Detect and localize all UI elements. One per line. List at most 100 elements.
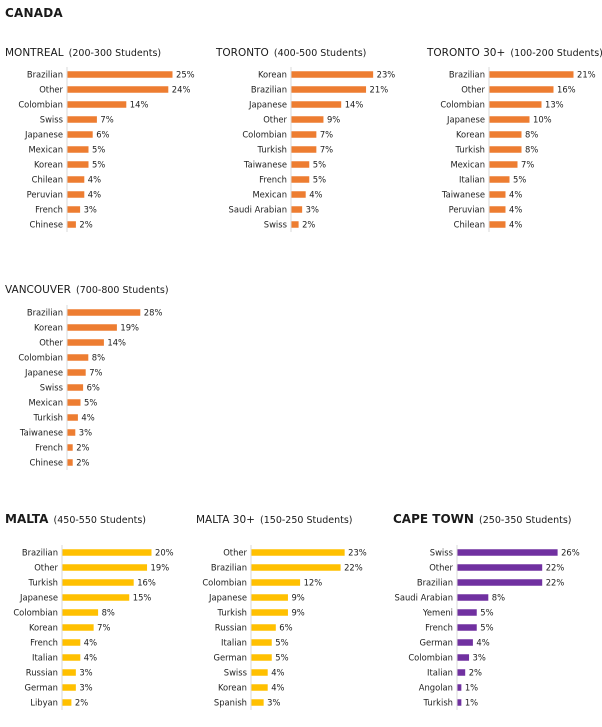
category-label-chinese: Chinese xyxy=(30,458,63,468)
value-label-peruvian: 4% xyxy=(509,205,522,215)
value-label-colombian: 3% xyxy=(473,653,486,663)
value-label-libyan: 2% xyxy=(75,698,88,708)
bar-brazilian xyxy=(489,71,574,78)
bar-japanese xyxy=(251,594,288,601)
category-label-brazilian: Brazilian xyxy=(27,70,63,80)
bar-korean xyxy=(67,161,89,168)
bar-mexican xyxy=(489,161,518,168)
category-label-chinese: Chinese xyxy=(30,220,63,230)
bar-chilean xyxy=(67,176,85,183)
value-label-other: 24% xyxy=(172,85,191,95)
category-label-italian: Italian xyxy=(459,175,485,185)
bar-brazilian xyxy=(67,309,141,316)
chart-title-subtitle: (250-350 Students) xyxy=(479,515,572,526)
bar-yemeni xyxy=(457,609,477,616)
value-label-korean: 19% xyxy=(120,323,139,333)
category-label-taiwanese: Taiwanese xyxy=(19,428,63,438)
value-label-korean: 4% xyxy=(271,683,284,693)
bar-other xyxy=(251,549,345,556)
value-label-brazilian: 22% xyxy=(546,578,565,588)
chart-title: MALTA 30+ (150-250 Students) xyxy=(196,508,353,527)
bar-korean xyxy=(291,71,374,78)
bar-french xyxy=(291,176,310,183)
category-label-korean: Korean xyxy=(34,323,63,333)
category-label-colombian: Colombian xyxy=(242,130,287,140)
value-label-turkish: 7% xyxy=(320,145,333,155)
bar-swiss xyxy=(291,221,299,228)
value-label-peruvian: 4% xyxy=(88,190,101,200)
bar-mexican xyxy=(291,191,306,198)
category-label-german: German xyxy=(24,683,58,693)
bar-chinese xyxy=(67,459,73,466)
bar-swiss xyxy=(251,669,268,676)
bar-libyan xyxy=(62,699,72,706)
value-label-other: 22% xyxy=(546,563,565,573)
value-label-brazilian: 25% xyxy=(176,70,195,80)
bar-mexican xyxy=(67,399,81,406)
category-label-french: French xyxy=(425,623,453,633)
category-label-other: Other xyxy=(263,115,287,125)
value-label-french: 4% xyxy=(84,638,97,648)
chart-malta-30-plus: MALTA 30+ (150-250 Students) Other 23% Bra… xyxy=(196,508,391,718)
bar-brazilian xyxy=(62,549,152,556)
bar-angolan xyxy=(457,684,462,691)
bar-german xyxy=(457,639,473,646)
chart-title-name: CAPE TOWN xyxy=(393,512,474,526)
category-label-italian: Italian xyxy=(221,638,247,648)
category-label-japanese: Japanese xyxy=(24,130,63,140)
value-label-turkish: 8% xyxy=(525,145,538,155)
value-label-turkish: 16% xyxy=(137,578,156,588)
bar-turkish xyxy=(291,146,317,153)
value-label-japanese: 6% xyxy=(96,130,109,140)
bar-chart-montreal: Brazilian 25% Other 24% Colombian 14% Swiss 7% J… xyxy=(18,67,195,232)
value-label-other: 19% xyxy=(151,563,170,573)
value-label-russian: 6% xyxy=(279,623,292,633)
chart-title: TORONTO 30+ (100-200 Students) xyxy=(427,41,602,60)
bar-french xyxy=(457,624,477,631)
chart-malta: MALTA (450-550 Students) Brazilian 20% Oth… xyxy=(5,508,195,718)
bar-korean xyxy=(67,324,117,331)
category-label-colombian: Colombian xyxy=(18,100,63,110)
chart-title-subtitle: (400-500 Students) xyxy=(273,48,367,59)
value-label-mexican: 7% xyxy=(521,160,534,170)
category-label-taiwanese: Taiwanese xyxy=(243,160,287,170)
bar-brazilian xyxy=(291,86,367,93)
value-label-chilean: 4% xyxy=(88,175,101,185)
category-label-angolan: Angolan xyxy=(419,683,453,693)
value-label-italian: 2% xyxy=(469,668,482,678)
value-label-japanese: 7% xyxy=(89,368,102,378)
category-label-korean: Korean xyxy=(29,623,58,633)
value-label-taiwanese: 3% xyxy=(79,428,92,438)
bar-italian xyxy=(457,669,466,676)
bar-japanese xyxy=(291,101,342,108)
category-label-yemeni: Yemeni xyxy=(422,608,453,618)
bar-italian xyxy=(489,176,510,183)
bar-german xyxy=(251,654,272,661)
value-label-saudi-arabian: 3% xyxy=(306,205,319,215)
value-label-other: 23% xyxy=(348,548,367,558)
value-label-japanese: 9% xyxy=(291,593,304,603)
category-label-japanese: Japanese xyxy=(208,593,247,603)
value-label-colombian: 8% xyxy=(92,353,105,363)
value-label-turkish: 1% xyxy=(465,698,478,708)
bar-colombian xyxy=(489,101,542,108)
category-label-italian: Italian xyxy=(427,668,453,678)
bar-russian xyxy=(251,624,276,631)
bar-korean xyxy=(489,131,522,138)
bar-other xyxy=(67,86,169,93)
value-label-korean: 23% xyxy=(377,70,396,80)
category-label-peruvian: Peruvian xyxy=(449,205,485,215)
bar-korean xyxy=(62,624,94,631)
bar-other xyxy=(67,339,104,346)
category-label-korean: Korean xyxy=(456,130,485,140)
value-label-saudi-arabian: 8% xyxy=(492,593,505,603)
bar-japanese xyxy=(62,594,130,601)
chart-title-name: MONTREAL xyxy=(5,47,64,59)
value-label-italian: 5% xyxy=(275,638,288,648)
chart-title-subtitle: (700-800 Students) xyxy=(76,285,169,296)
bar-german xyxy=(62,684,76,691)
value-label-japanese: 15% xyxy=(133,593,152,603)
category-label-turkish: Turkish xyxy=(423,698,453,708)
chart-title-name: MALTA xyxy=(5,512,49,526)
bar-french xyxy=(62,639,81,646)
